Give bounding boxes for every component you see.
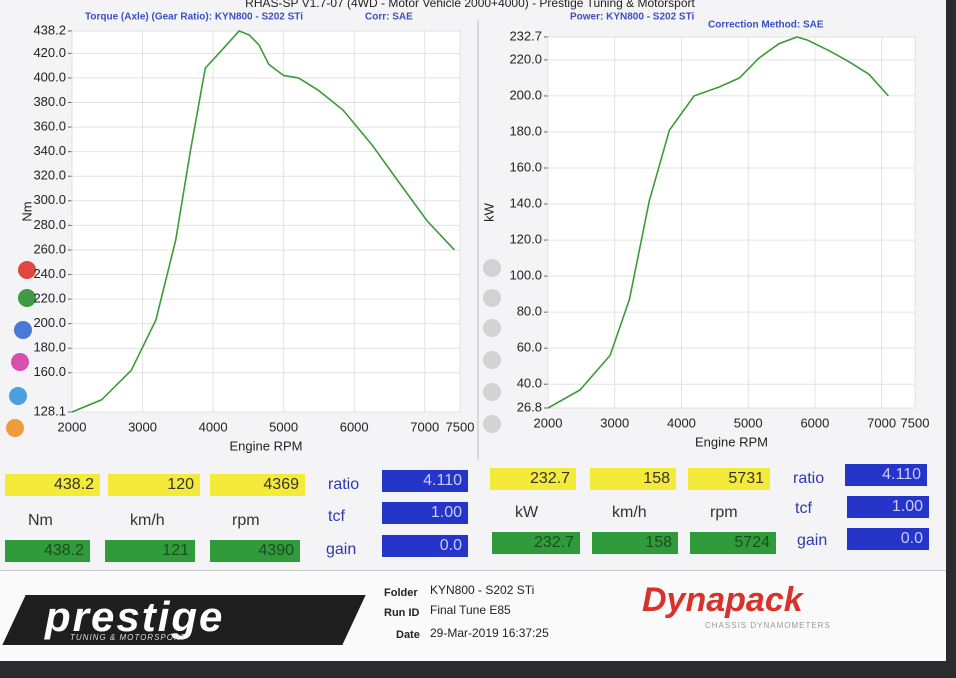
readout: 232.7 <box>492 532 580 554</box>
y-tick-label: 60.0 <box>517 340 542 355</box>
gain-label: gain <box>326 541 357 558</box>
y-tick-label: 26.8 <box>517 399 542 414</box>
x-tick-label: 4000 <box>667 415 696 430</box>
chart-subtitle: Torque (Axle) (Gear Ratio): KYN800 - S20… <box>85 12 303 23</box>
readout: 438.2 <box>5 474 100 496</box>
x-tick-label: 7500 <box>446 419 475 434</box>
x-tick-label: 5000 <box>734 415 763 430</box>
unit: km/h <box>612 504 647 521</box>
readout: 0.0 <box>382 535 468 557</box>
y-tick-label: 160.0 <box>33 364 66 379</box>
y-tick-label: 180.0 <box>509 123 542 138</box>
field-value: KYN800 - S202 STi <box>430 583 535 597</box>
x-tick-label: 4000 <box>199 419 228 434</box>
y-tick-label: 300.0 <box>33 192 66 207</box>
x-axis-label: Engine RPM <box>230 438 303 453</box>
readout: 5731 <box>688 468 770 490</box>
ratio-label: ratio <box>793 470 825 487</box>
x-tick-label: 6000 <box>800 415 829 430</box>
plot-area <box>71 30 461 413</box>
readout: 232.7 <box>490 468 576 490</box>
plot-area <box>547 36 916 409</box>
y-tick-label: 40.0 <box>517 376 542 391</box>
data-line <box>547 36 889 409</box>
readout: 120 <box>108 474 200 496</box>
charts: RHAS-SP V1.7-07 (4WD - Motor Vehicle 200… <box>6 0 930 460</box>
y-tick-label: 100.0 <box>509 268 542 283</box>
chart-subtitle: Power: KYN800 - S202 STi <box>570 12 695 23</box>
dyno-sheet: RHAS-SP V1.7-07 (4WD - Motor Vehicle 200… <box>0 0 946 661</box>
y-tick-label: 438.2 <box>33 22 66 37</box>
y-tick-label: 80.0 <box>517 304 542 319</box>
footer: prestige TUNING & MOTORSPORT Folder KYN8… <box>0 570 946 661</box>
readout: 4.110 <box>382 470 468 492</box>
x-tick-label: 2000 <box>58 419 87 434</box>
readout: 1.00 <box>382 502 468 524</box>
unit: km/h <box>130 512 165 529</box>
y-tick-label: 220.0 <box>33 291 66 306</box>
readout: 4390 <box>210 540 300 562</box>
dynapack-logo: Dynapack <box>642 581 803 619</box>
readout: 4369 <box>210 474 305 496</box>
y-tick-label: 200.0 <box>33 315 66 330</box>
y-tick-label: 128.1 <box>33 403 66 418</box>
y-tick-label: 280.0 <box>33 217 66 232</box>
readout: 158 <box>592 532 678 554</box>
y-tick-label: 360.0 <box>33 119 66 134</box>
unit: kW <box>515 504 539 521</box>
y-tick-label: 200.0 <box>509 87 542 102</box>
readout: 0.0 <box>847 528 929 550</box>
y-tick-label: 140.0 <box>509 195 542 210</box>
field-label: Folder <box>384 587 418 599</box>
tcf-label: tcf <box>328 508 345 525</box>
unit: Nm <box>28 512 53 529</box>
y-tick-label: 380.0 <box>33 94 66 109</box>
y-tick-label: 232.7 <box>509 28 542 43</box>
x-axis-label: Engine RPM <box>695 434 768 449</box>
readout: 121 <box>105 540 195 562</box>
y-tick-label: 220.0 <box>509 51 542 66</box>
gain-label: gain <box>797 532 828 549</box>
field-label: Run ID <box>384 607 420 619</box>
y-tick-label: 260.0 <box>33 241 66 256</box>
y-axis-label: kW <box>481 202 496 222</box>
ratio-label: ratio <box>328 476 360 493</box>
y-tick-label: 120.0 <box>509 232 542 247</box>
y-tick-label: 240.0 <box>33 266 66 281</box>
logo-tagline: TUNING & MOTORSPORT <box>70 633 187 642</box>
y-tick-label: 160.0 <box>509 159 542 174</box>
unit: rpm <box>710 504 738 521</box>
readout: 4.110 <box>845 464 927 486</box>
chart-subtitle: Corr: SAE <box>365 12 413 23</box>
dynapack-tagline: CHASSIS DYNAMOMETERS <box>705 621 831 630</box>
x-tick-label: 3000 <box>600 415 629 430</box>
x-tick-label: 2000 <box>534 415 563 430</box>
x-tick-label: 6000 <box>340 419 369 434</box>
field-label: Date <box>396 629 420 641</box>
y-tick-label: 180.0 <box>33 340 66 355</box>
x-tick-label: 7500 <box>901 415 930 430</box>
logo-text: prestige <box>45 593 225 640</box>
unit: rpm <box>232 512 260 529</box>
x-tick-label: 7000 <box>867 415 896 430</box>
readout: 1.00 <box>847 496 929 518</box>
readout: 438.2 <box>5 540 90 562</box>
color-dots <box>6 259 501 437</box>
tcf-label: tcf <box>795 500 812 517</box>
chart-subtitle: Correction Method: SAE <box>708 20 824 31</box>
field-value: 29-Mar-2019 16:37:25 <box>430 626 549 640</box>
readout: 5724 <box>690 532 776 554</box>
x-tick-label: 5000 <box>269 419 298 434</box>
y-tick-label: 400.0 <box>33 69 66 84</box>
data-line <box>71 30 455 413</box>
y-axis-label: Nm <box>19 201 34 221</box>
field-value: Final Tune E85 <box>430 603 511 617</box>
x-tick-label: 3000 <box>128 419 157 434</box>
y-tick-label: 320.0 <box>33 168 66 183</box>
sheet-title: RHAS-SP V1.7-07 (4WD - Motor Vehicle 200… <box>245 0 695 10</box>
y-tick-label: 340.0 <box>33 143 66 158</box>
readout: 158 <box>590 468 676 490</box>
x-tick-label: 7000 <box>410 419 439 434</box>
y-tick-label: 420.0 <box>33 45 66 60</box>
